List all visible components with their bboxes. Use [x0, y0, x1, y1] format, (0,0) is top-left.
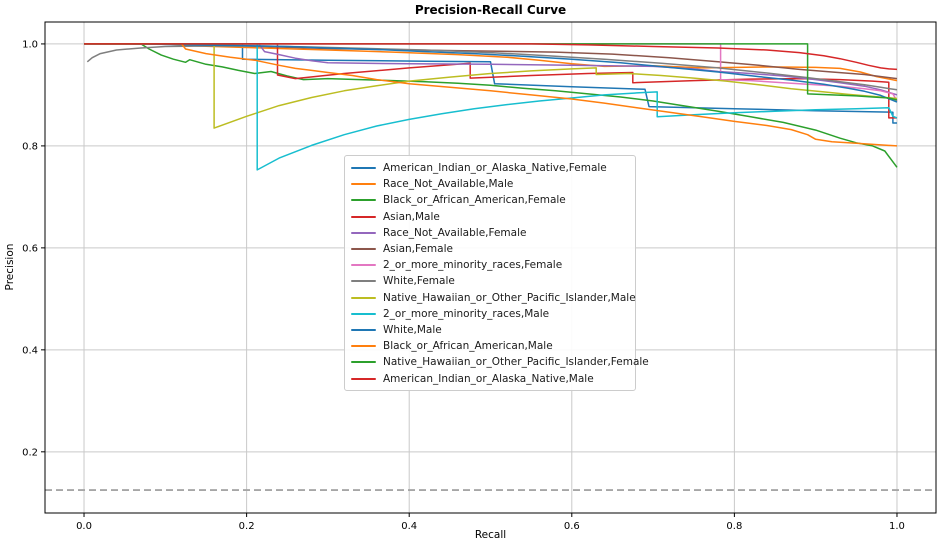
legend-item: Black_or_African_American,Male — [351, 338, 627, 354]
legend-line-swatch — [351, 345, 376, 348]
x-axis-label: Recall — [474, 529, 507, 541]
series-line-8 — [84, 43, 898, 129]
legend-item: American_Indian_or_Alaska_Native,Female — [351, 160, 627, 176]
series-line-7 — [86, 45, 898, 91]
x-tick-label: 0.6 — [564, 521, 580, 532]
legend-label: White,Male — [383, 323, 442, 336]
legend-label: Black_or_African_American,Male — [383, 340, 553, 353]
x-tick-label: 0.2 — [239, 521, 255, 532]
legend-item: Asian,Male — [351, 209, 627, 225]
legend-item: Native_Hawaiian_or_Other_Pacific_Islande… — [351, 354, 649, 370]
legend-label: Black_or_African_American,Female — [383, 194, 566, 207]
legend-line-swatch — [351, 328, 376, 331]
axes-spines — [44, 21, 937, 514]
legend-item: Black_or_African_American,Female — [351, 192, 627, 208]
legend-line-swatch — [351, 199, 376, 202]
legend-label: White,Female — [383, 275, 455, 288]
legend-line-swatch — [351, 280, 376, 283]
series-line-3 — [84, 43, 897, 119]
legend-line-swatch — [351, 312, 376, 315]
series-line-2 — [84, 43, 898, 168]
legend-label: Asian,Male — [383, 210, 440, 223]
legend-label: American_Indian_or_Alaska_Native,Male — [383, 372, 594, 385]
legend-label: Native_Hawaiian_or_Other_Pacific_Islande… — [383, 291, 636, 304]
chart-legend: American_Indian_or_Alaska_Native,Female R… — [344, 155, 649, 391]
legend-line-swatch — [351, 231, 376, 234]
series-line-9 — [84, 43, 898, 171]
legend-item: Asian,Female — [351, 241, 627, 257]
series-line-10 — [84, 43, 898, 103]
y-tick-label: 0.2 — [22, 447, 38, 458]
y-tick-label: 0.8 — [22, 141, 38, 152]
legend-item: 2_or_more_minority_races,Male — [351, 306, 627, 322]
legend-line-swatch — [351, 215, 376, 218]
legend-line-swatch — [351, 361, 376, 364]
legend-line-swatch — [351, 264, 376, 267]
legend-item: White,Female — [351, 273, 627, 289]
series-line-13 — [84, 43, 898, 71]
legend-line-swatch — [351, 377, 376, 380]
legend-label: Asian,Female — [383, 243, 453, 256]
series-line-11 — [84, 43, 898, 147]
x-tick-label: 0.0 — [76, 521, 92, 532]
x-tick-label: 0.8 — [726, 521, 742, 532]
legend-line-swatch — [351, 296, 376, 299]
y-tick-label: 1.0 — [22, 39, 38, 50]
y-tick-label: 0.6 — [22, 243, 38, 254]
tick-marks — [41, 43, 898, 517]
series-line-4 — [84, 43, 898, 96]
legend-line-swatch — [351, 248, 376, 251]
legend-item: Race_Not_Available,Female — [351, 225, 627, 241]
legend-label: Race_Not_Available,Female — [383, 226, 527, 239]
legend-label: American_Indian_or_Alaska_Native,Female — [383, 162, 607, 175]
y-axis-label: Precision — [4, 243, 16, 291]
tick-labels: 0.0 0.2 0.4 0.6 0.8 1.0 0.2 0.4 0.6 0.8 1.0 — [22, 39, 905, 532]
legend-label: 2_or_more_minority_races,Female — [383, 259, 563, 272]
legend-label: 2_or_more_minority_races,Male — [383, 307, 550, 320]
series-line-12 — [84, 43, 898, 101]
legend-item: American_Indian_or_Alaska_Native,Male — [351, 370, 627, 386]
legend-item: White,Male — [351, 322, 627, 338]
x-tick-label: 0.4 — [401, 521, 417, 532]
chart-title: Precision-Recall Curve — [414, 3, 567, 17]
y-tick-label: 0.4 — [22, 345, 38, 356]
series-line-1 — [84, 43, 898, 82]
legend-item: 2_or_more_minority_races,Female — [351, 257, 627, 273]
legend-line-swatch — [351, 183, 376, 186]
legend-label: Race_Not_Available,Male — [383, 178, 514, 191]
legend-label: Native_Hawaiian_or_Other_Pacific_Islande… — [383, 356, 649, 369]
legend-item: Race_Not_Available,Male — [351, 176, 627, 192]
series-line-0 — [84, 43, 897, 124]
series-curves — [84, 43, 898, 171]
legend-line-swatch — [351, 167, 376, 170]
legend-item: Native_Hawaiian_or_Other_Pacific_Islande… — [351, 290, 636, 306]
x-tick-label: 1.0 — [889, 521, 905, 532]
